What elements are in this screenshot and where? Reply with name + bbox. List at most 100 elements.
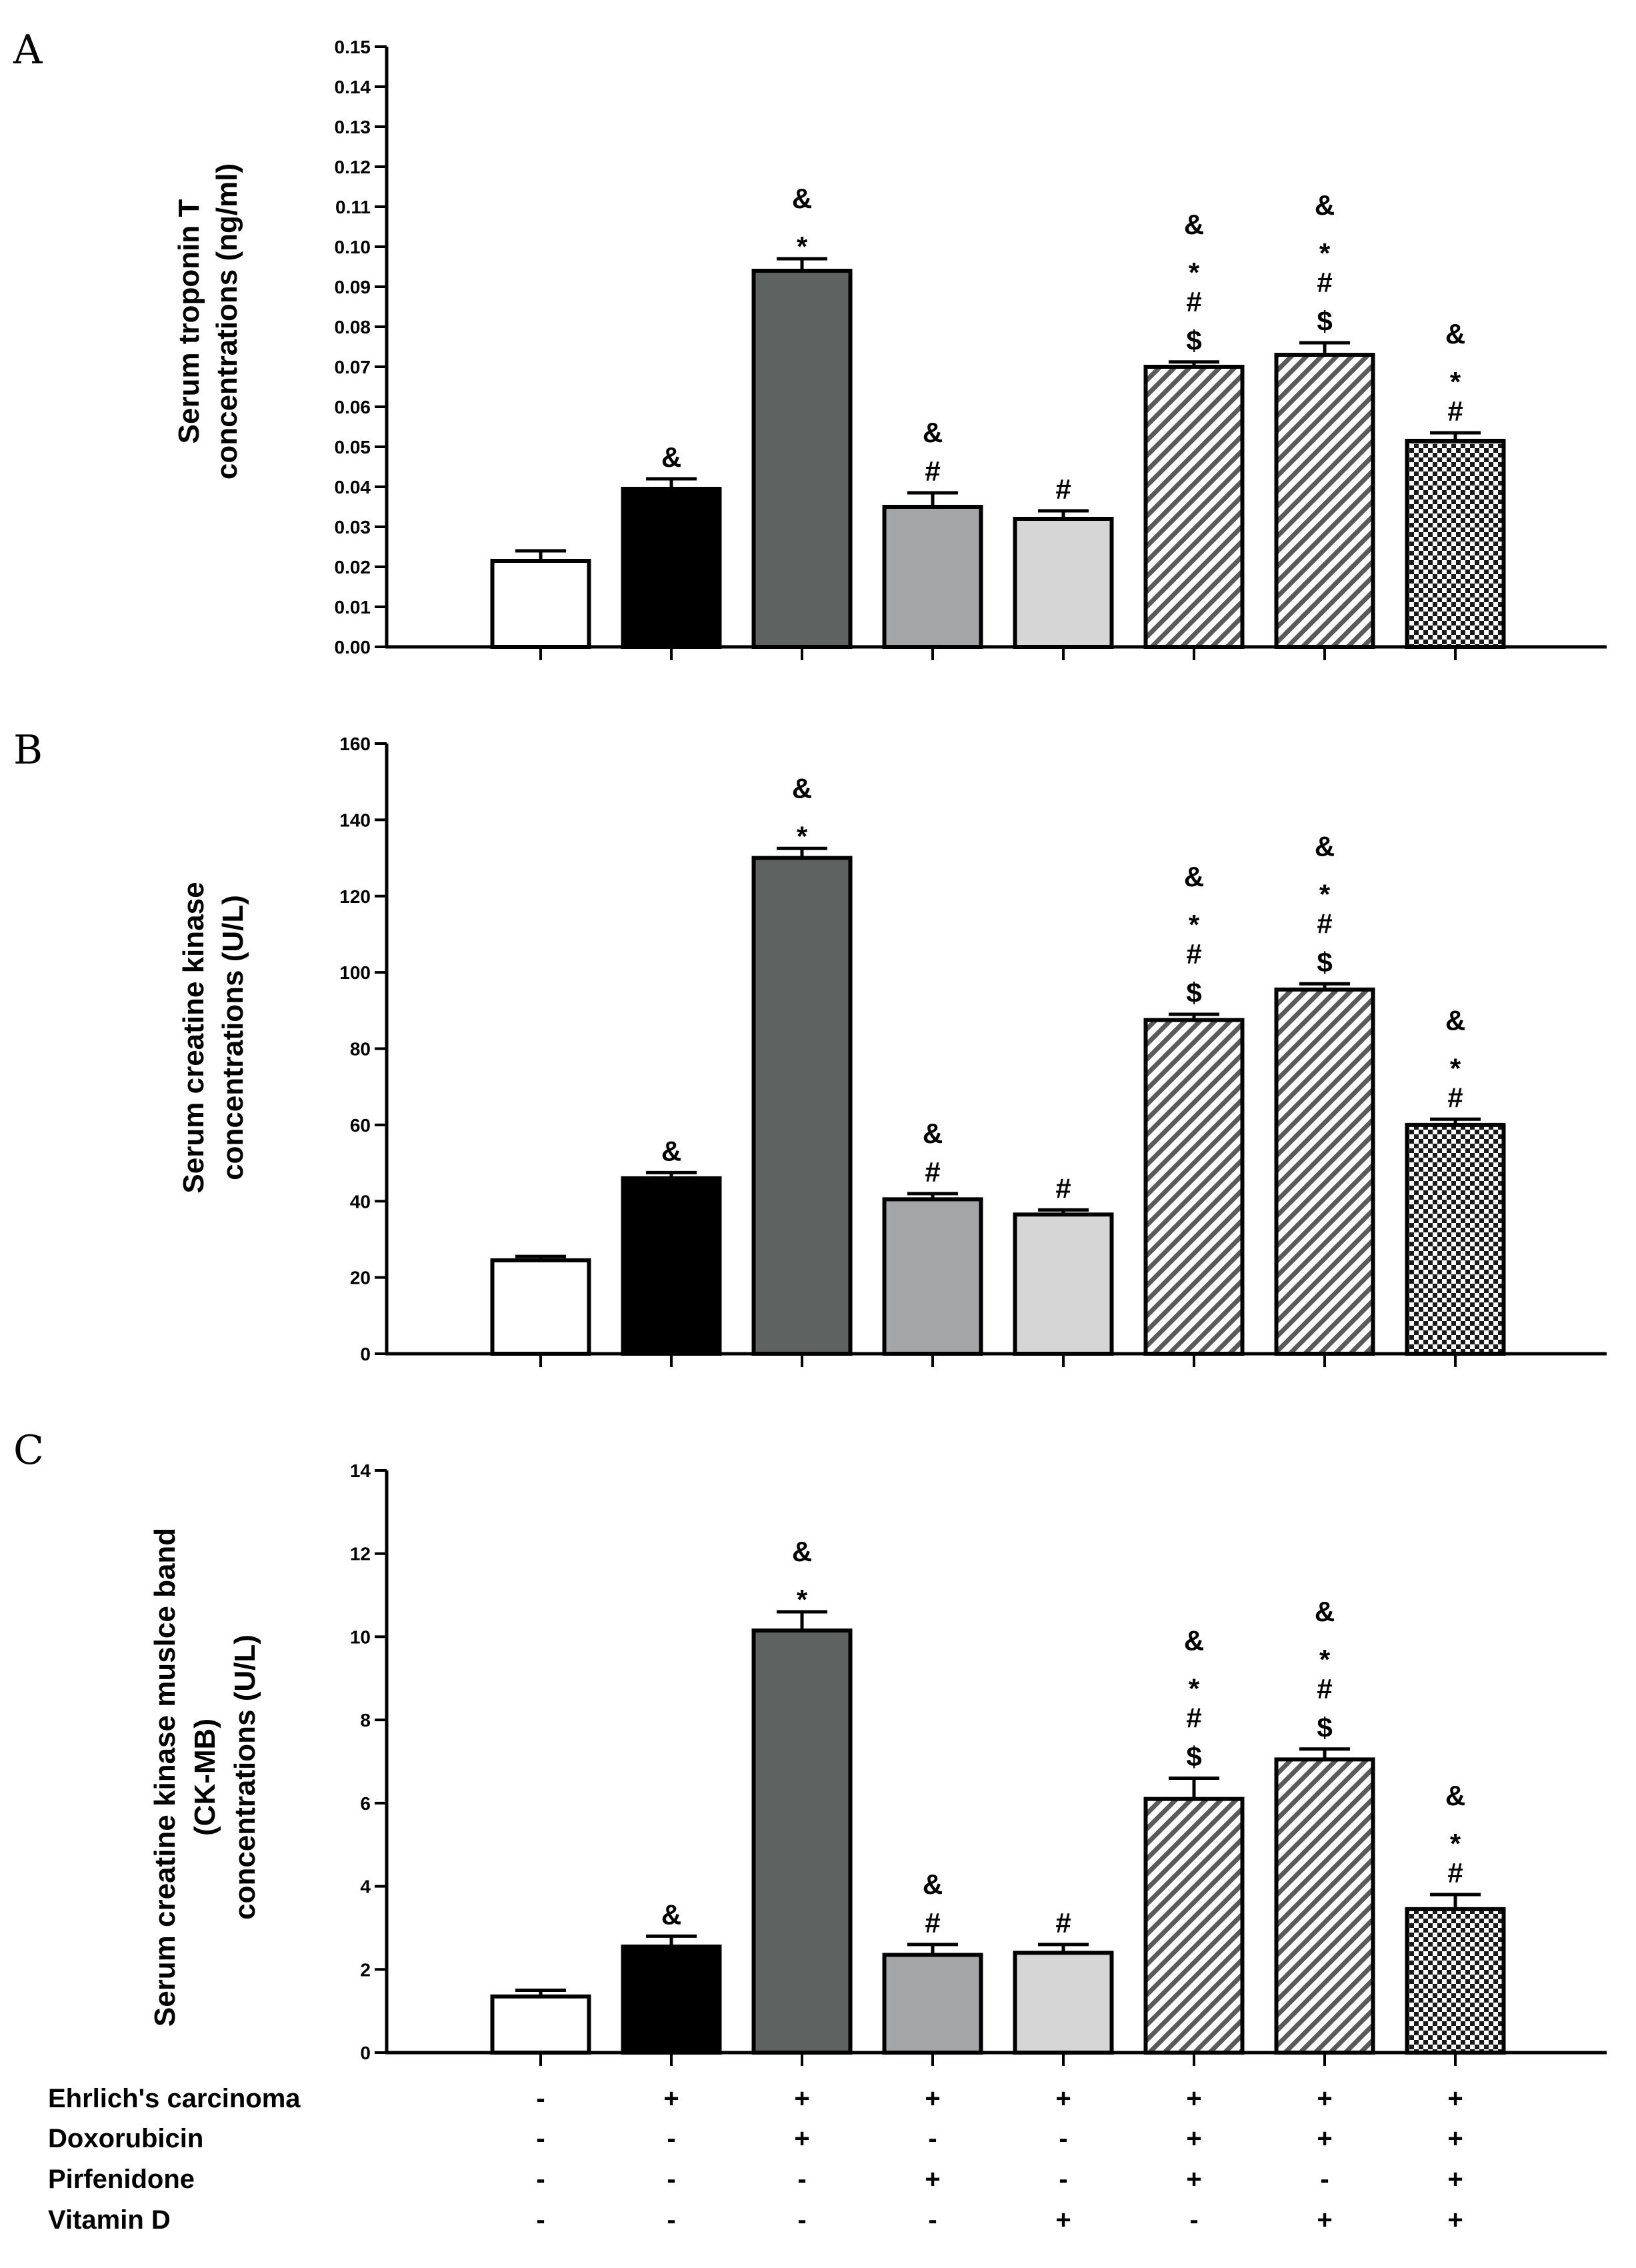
y-tick-label: 160 [339,734,371,754]
bar [621,1176,722,1356]
treatment-label-ehrlich: Ehrlich's carcinoma [48,2084,301,2113]
treatment-sign: + [794,2124,809,2153]
treatment-sign: + [925,2165,940,2194]
significance-mark: * [1189,1672,1200,1704]
treatment-sign: + [1447,2205,1463,2235]
treatment-sign: + [1317,2205,1332,2235]
significance-mark: & [1184,209,1204,240]
significance-mark: * [1189,257,1200,288]
significance-mark: # [925,455,940,487]
bar [490,559,591,649]
treatment-table: Ehrlich's carcinoma Doxorubicin Pirfenid… [48,2084,1463,2235]
y-axis-title-line-1: Serum troponin T [173,199,205,444]
y-tick-label: 120 [339,886,371,907]
y-tick-label: 0.08 [335,317,371,337]
significance-mark: & [661,1899,681,1930]
bar [751,856,853,1356]
treatment-sign: - [1059,2165,1067,2194]
treatment-sign: + [1317,2084,1332,2113]
significance-mark: & [923,1118,943,1149]
bar [882,1197,983,1356]
bar [1274,353,1375,649]
y-axis-title-line-2: concentrations (U/L) [217,895,249,1180]
y-tick-label: 0.15 [335,37,371,57]
bar [882,1953,983,2055]
bars: &&*&##&*#$&*#$&*# [490,772,1506,1356]
significance-mark: * [1189,909,1200,940]
significance-mark: & [792,1536,812,1567]
significance-mark: # [1317,1673,1332,1705]
treatment-sign: + [663,2084,679,2113]
treatment-sign: - [536,2084,545,2113]
panel-a: A Serum troponin T concentrations (ng/ml… [13,27,1607,660]
significance-mark: # [1055,1907,1071,1939]
significance-mark: * [797,820,808,852]
bars: &&*&##&*#$&*#$&*# [490,183,1506,649]
y-axis-title-line-3: concentrations (U/L) [229,1634,261,1920]
significance-mark: $ [1186,977,1201,1008]
y-tick-label: 40 [350,1191,371,1212]
significance-mark: # [925,1156,940,1188]
significance-mark: $ [1317,305,1332,337]
bar [1143,1018,1245,1356]
significance-mark: $ [1186,1741,1201,1772]
treatment-signs: - + + + + + + + - - + - - + + + - - - + - + - + - - - - + - + + [536,2084,1463,2235]
significance-mark: # [925,1907,940,1939]
treatment-sign: + [1186,2165,1201,2194]
y-tick-label: 8 [360,1710,371,1731]
bar [1274,987,1375,1356]
significance-mark: & [1315,189,1335,221]
y-tick-label: 0.07 [335,357,371,377]
significance-mark: * [1450,1828,1461,1859]
significance-mark: # [1055,473,1071,505]
treatment-sign: + [1186,2124,1201,2153]
treatment-sign: - [667,2165,675,2194]
y-tick-label: 0.09 [335,277,371,297]
significance-mark: * [1319,878,1331,910]
treatment-sign: - [928,2205,937,2235]
bar [882,505,983,649]
significance-mark: & [1445,1780,1465,1811]
significance-mark: & [1445,1004,1465,1036]
y-tick-label: 20 [350,1268,371,1288]
significance-mark: * [797,1584,808,1615]
bar [1013,517,1114,649]
treatment-sign: - [797,2165,806,2194]
significance-mark: & [792,772,812,804]
y-tick-label: 100 [339,962,371,983]
significance-mark: # [1186,938,1201,970]
y-axis-title-line-1: Serum creatine kinase [177,882,210,1193]
treatment-sign: - [1189,2205,1198,2235]
treatment-sign: + [1447,2084,1463,2113]
significance-mark: & [1315,830,1335,862]
significance-mark: & [923,417,943,448]
significance-mark: $ [1317,946,1332,978]
y-tick-label: 60 [350,1115,371,1136]
y-tick-label: 0.12 [335,157,371,177]
significance-mark: # [1447,395,1463,427]
bar [1013,1951,1114,2055]
y-tick-label: 0.05 [335,437,371,457]
treatment-label-vitamin-d: Vitamin D [48,2205,171,2235]
treatment-sign: + [925,2084,940,2113]
significance-mark: * [1319,237,1331,269]
panel-b: B Serum creatine kinase concentrations (… [13,727,1607,1367]
y-tick-label: 140 [339,810,371,830]
significance-mark: # [1317,267,1332,298]
y-tick-label: 10 [350,1626,371,1647]
panel-letter: B [13,727,43,774]
y-tick-label: 0.03 [335,517,371,537]
y-tick-label: 0.10 [335,237,371,257]
treatment-sign: + [794,2084,809,2113]
bar [1405,439,1506,649]
significance-mark: # [1447,1857,1463,1889]
y-tick-label: 4 [360,1877,371,1897]
y-tick-label: 0.14 [335,77,371,97]
treatment-sign: + [1186,2084,1201,2113]
treatment-sign: - [536,2165,545,2194]
significance-mark: & [1184,861,1204,892]
treatment-sign: - [536,2205,545,2235]
significance-mark: & [1315,1596,1335,1627]
treatment-sign: - [928,2124,937,2153]
